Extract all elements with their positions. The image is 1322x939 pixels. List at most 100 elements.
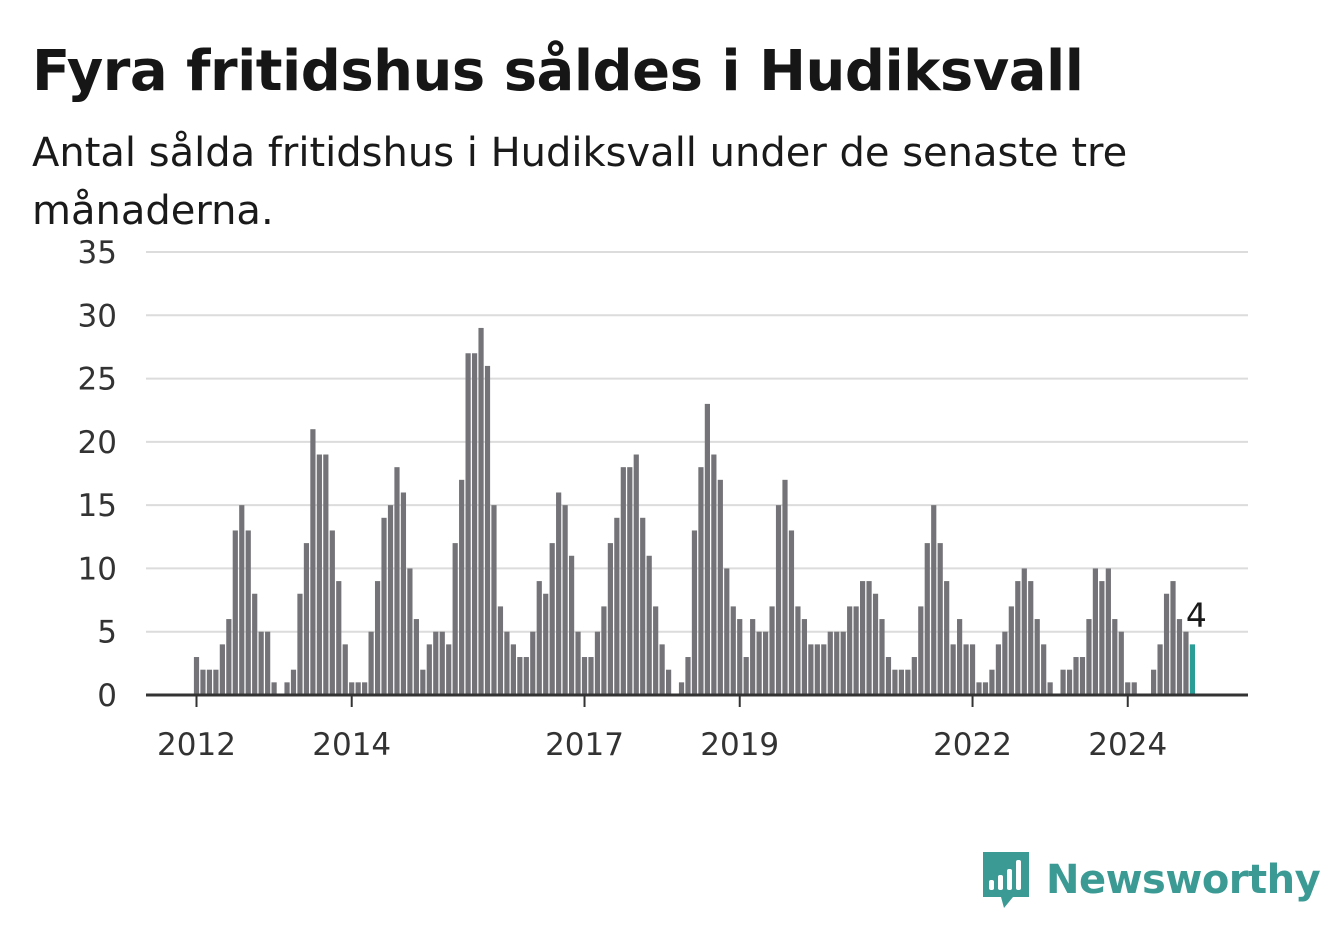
bar [556, 492, 562, 695]
bar [562, 505, 568, 695]
bar [898, 669, 904, 695]
bar [763, 631, 769, 695]
bar [1131, 682, 1137, 695]
bar [743, 657, 749, 695]
bar [284, 682, 290, 695]
axes [146, 693, 1248, 707]
bar [523, 657, 529, 695]
bar [517, 657, 523, 695]
bar [536, 581, 542, 695]
bar [1008, 606, 1014, 695]
bar [795, 606, 801, 695]
bar [1125, 682, 1131, 695]
bar [659, 644, 665, 695]
bar [336, 581, 342, 695]
bar [446, 644, 452, 695]
bar [730, 606, 736, 695]
bar [957, 619, 963, 695]
bar [924, 543, 930, 695]
bar [872, 593, 879, 695]
chart-subtitle: Antal sålda fritidshus i Hudiksvall unde… [32, 130, 1128, 234]
bar [879, 619, 885, 695]
bar [840, 631, 846, 695]
bar [1105, 568, 1111, 695]
labels: 0 5 10 15 20 25 30 35 2012 2014 2017 2019 2022 2024 4 [78, 235, 1207, 763]
bar [258, 631, 264, 695]
bar [678, 682, 685, 695]
bar [1028, 581, 1034, 695]
bar [374, 581, 381, 695]
bar [355, 682, 361, 695]
bar [646, 555, 652, 695]
bar [892, 669, 898, 695]
bar [950, 644, 956, 695]
bar [737, 619, 743, 695]
bar [866, 581, 872, 695]
bar [918, 606, 924, 695]
bar [290, 669, 297, 695]
bar [232, 530, 238, 695]
bar [349, 682, 355, 695]
bar [543, 593, 549, 695]
bar [834, 631, 840, 695]
y-tick-label: 30 [78, 298, 117, 334]
bar [407, 568, 413, 695]
bar [245, 530, 251, 695]
bar [568, 555, 575, 695]
bar [297, 593, 303, 695]
x-tick-label: 2019 [700, 727, 779, 763]
bar [362, 682, 368, 695]
bar [478, 327, 484, 695]
bar [808, 644, 814, 695]
bar [717, 479, 723, 695]
bar [814, 644, 820, 695]
bar [310, 429, 316, 695]
bar [847, 606, 853, 695]
bar [1066, 669, 1073, 695]
bar [1021, 568, 1027, 695]
bar [982, 682, 989, 695]
bar [387, 505, 394, 695]
bar [691, 530, 698, 695]
bar [329, 530, 335, 695]
bar [685, 657, 691, 695]
x-tick-label: 2024 [1088, 727, 1167, 763]
bar [226, 619, 232, 695]
x-tick-label: 2017 [545, 727, 624, 763]
y-tick-label: 35 [78, 235, 117, 271]
bar [491, 505, 497, 695]
bar [1041, 644, 1047, 695]
bar [1163, 593, 1170, 695]
bar [885, 657, 892, 695]
bar [698, 467, 704, 695]
bar [633, 454, 639, 695]
bar [620, 467, 626, 695]
bar [252, 593, 258, 695]
bar [1099, 581, 1105, 695]
bar [510, 644, 516, 695]
bar [653, 606, 659, 695]
bar [853, 606, 859, 695]
y-tick-label: 5 [97, 615, 117, 651]
bar [905, 669, 911, 695]
bar [213, 669, 219, 695]
bar [601, 606, 607, 695]
bar [1112, 619, 1118, 695]
bar [911, 657, 917, 695]
bars [193, 327, 1196, 695]
bar [1034, 619, 1040, 695]
bar [937, 543, 943, 695]
bar [724, 568, 730, 695]
bar [400, 492, 407, 695]
bar [200, 669, 206, 695]
bar [1047, 682, 1053, 695]
bar [976, 682, 982, 695]
bar [368, 631, 374, 695]
bar [931, 505, 937, 695]
bar [193, 657, 200, 695]
bar [452, 543, 458, 695]
bar [750, 619, 756, 695]
y-tick-label: 0 [97, 678, 117, 714]
bar [271, 682, 277, 695]
bar [1157, 644, 1163, 695]
